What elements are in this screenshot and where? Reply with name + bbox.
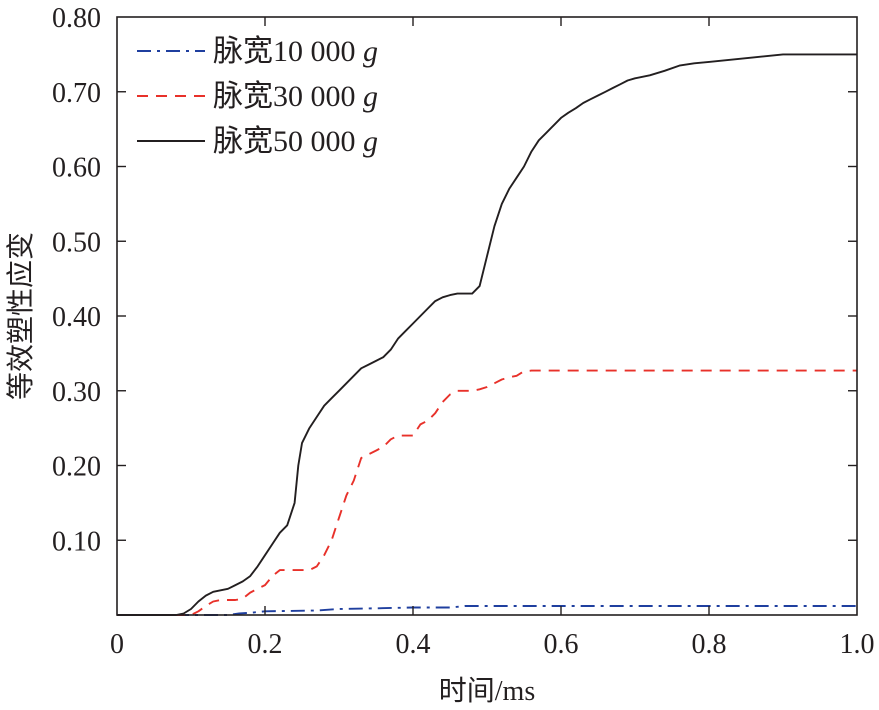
legend-label-3: 脉宽50 000 g — [213, 125, 378, 158]
legend: 脉宽10 000 g 脉宽30 000 g 脉宽50 000 g — [137, 35, 378, 158]
series-layer — [117, 53, 857, 616]
series-line-1 — [117, 605, 857, 616]
x-tick-label: 0 — [110, 629, 124, 660]
legend-label-2: 脉宽30 000 g — [213, 80, 378, 113]
y-tick-label: 0.70 — [52, 78, 101, 109]
x-tick-label: 1.0 — [840, 629, 875, 660]
series-line-2 — [117, 369, 857, 616]
y-tick-label: 0.20 — [52, 452, 101, 483]
x-tick-label: 0.4 — [396, 629, 431, 660]
y-tick-label: 0.50 — [52, 227, 101, 258]
y-tick-label: 0.60 — [52, 153, 101, 184]
series-line-3 — [117, 53, 857, 616]
y-tick-label: 0.80 — [52, 3, 101, 34]
y-tick-label: 0.40 — [52, 302, 101, 333]
x-axis-label: 时间/ms — [439, 675, 535, 707]
legend-label-1: 脉宽10 000 g — [213, 35, 378, 68]
y-axis-label: 等效塑性应变 — [5, 232, 37, 400]
axis-ticks: 0 0.2 0.4 0.6 0.8 1.0 0.10 0.20 0.30 0.40 0.50 0.60… — [52, 3, 875, 660]
x-tick-label: 0.8 — [692, 629, 727, 660]
y-tick-label: 0.30 — [52, 377, 101, 408]
x-tick-label: 0.6 — [544, 629, 579, 660]
y-tick-label: 0.10 — [52, 526, 101, 557]
x-tick-label: 0.2 — [248, 629, 283, 660]
